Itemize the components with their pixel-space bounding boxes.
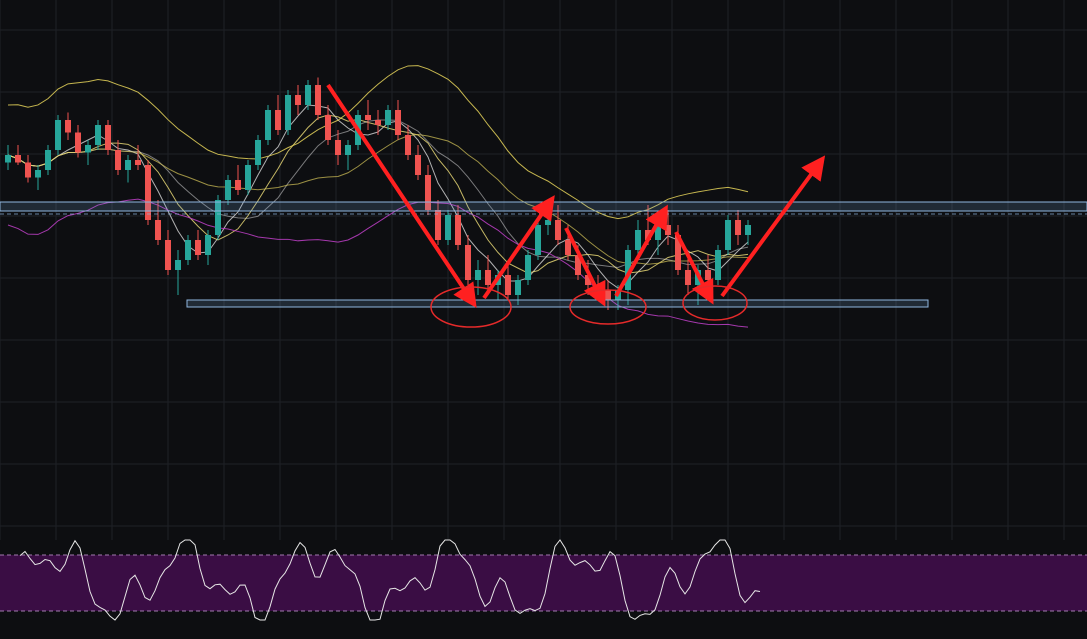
candle-body [665,225,671,235]
candle-body [425,175,431,210]
indicator-bands [7,65,749,328]
candle-body [125,160,131,170]
candle-body [75,132,81,153]
candle-body [445,215,451,240]
candle-body [285,95,291,130]
candle-body [745,225,751,235]
candle-body [305,85,311,105]
grid-lines [0,0,1087,540]
upper-band-line [7,65,749,220]
red-arrow [564,227,606,307]
red-arrow [674,231,714,305]
red-ellipse [682,285,748,321]
candle-body [185,240,191,260]
support-zone [186,299,929,308]
candle-body [265,110,271,140]
candle-body [205,235,211,255]
red-arrow [482,195,555,300]
candle-body [215,200,221,235]
candle-body [635,230,641,250]
candle-body [705,270,711,280]
candle-body [65,120,71,133]
candle-body [295,95,301,105]
candle-body [325,115,331,140]
candle-body [605,290,611,300]
candle-body [575,255,581,275]
candle-body [245,165,251,190]
red-arrow [326,83,477,308]
candle-body [345,145,351,155]
candle-body [365,115,371,120]
candle-body [155,220,161,240]
candle-body [455,215,461,245]
lower-band-line [7,198,749,328]
candle-body [175,260,181,270]
candle-body [545,220,551,225]
candle-body [655,225,661,240]
candle-body [645,230,651,240]
candle-body [5,155,11,163]
candle-body [435,210,441,240]
candle-body [145,165,151,220]
candle-body [715,250,721,280]
candle-body [45,150,51,170]
red-arrow [614,204,668,297]
candle-body [565,240,571,255]
candle-body [85,145,91,153]
candle-body [235,180,241,190]
candle-body [735,220,741,235]
candle-body [395,110,401,135]
candle-body [525,255,531,280]
candle-body [535,225,541,255]
candle-body [415,155,421,175]
support-resistance-zones [0,201,1087,308]
moving-average-line [7,133,749,265]
candlestick-series [5,77,751,310]
arrow-annotations [326,83,826,328]
oscillator-panel [0,539,1087,621]
candle-body [505,275,511,295]
candle-body [685,270,691,285]
candle-body [465,245,471,280]
candle-body [255,140,261,165]
candle-body [375,120,381,125]
candle-body [315,85,321,115]
candle-body [385,110,391,125]
candle-body [625,250,631,290]
red-ellipse [569,289,647,325]
candle-body [115,150,121,170]
candle-body [475,270,481,280]
candle-body [195,240,201,255]
candle-body [165,240,171,270]
red-arrow [720,155,826,298]
candle-body [225,180,231,200]
candle-body [675,235,681,270]
candle-body [485,270,491,285]
candle-body [15,155,21,163]
candle-body [335,140,341,155]
candle-body [25,162,31,178]
candle-body [555,220,561,240]
candle-body [515,280,521,295]
oscillator-line [19,539,761,621]
oscillator-band [0,555,1087,611]
candle-body [135,160,141,165]
candle-body [105,125,111,150]
candle-body [55,120,61,150]
candle-body [35,170,41,178]
candle-body [275,110,281,130]
candle-body [725,220,731,250]
candle-body [95,125,101,145]
candle-body [405,135,411,155]
red-ellipse [430,286,512,328]
